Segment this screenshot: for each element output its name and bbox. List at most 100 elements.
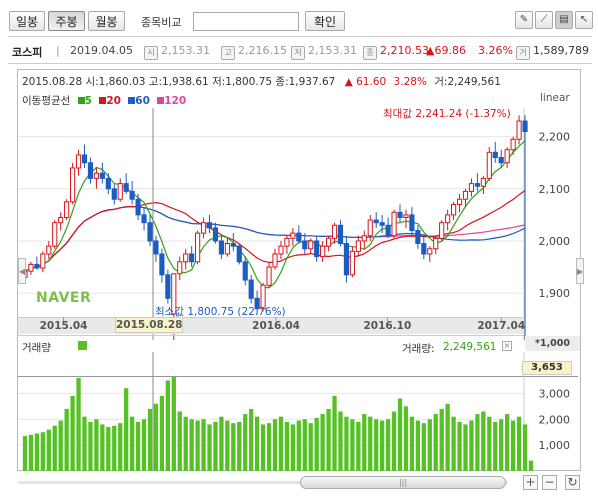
candle-body [236,245,242,263]
volume-bar [499,419,504,471]
confirm-button[interactable]: 확인 [305,11,345,31]
compare-input[interactable] [193,12,299,31]
candle-body [40,253,46,269]
low-icon: 저 [291,46,305,60]
refresh-icon[interactable]: ↻ [565,475,580,490]
candle-body [260,284,266,310]
candle [504,147,510,168]
scrollbar-thumb[interactable]: ||| [300,476,506,489]
candle-body [171,273,177,315]
candle [474,173,480,192]
candle-body [474,183,480,187]
candle-body [403,214,409,218]
volume-bar [421,423,426,471]
volume-bar [332,395,337,471]
candle [379,214,385,234]
candle [492,141,498,163]
pin-icon[interactable]: ✎ [515,11,533,29]
scroll-right-icon[interactable]: ▶ [576,258,584,284]
candle-body [451,203,457,216]
volume-bar [510,420,516,471]
weekly-button[interactable]: 주봉 [48,11,85,31]
volume-bar [183,416,188,471]
line-tool-icon[interactable]: ⟋ [535,11,553,29]
candle-body [409,214,415,232]
candle-body [290,232,296,239]
naver-logo: NAVER [36,290,92,306]
candle-body [206,222,213,229]
candle [486,147,492,181]
ma-legend: 이동평균선 5 20 60 120 [22,93,186,108]
volume-cursor-value: 3,653 [522,361,572,375]
scrollbar[interactable]: ||| [18,474,508,491]
candle-body [248,279,254,299]
candle [433,235,439,254]
candle [165,269,171,304]
candle-body [189,253,195,263]
candle [200,217,207,239]
daily-button[interactable]: 일봉 [9,11,45,31]
candle-body [242,261,248,281]
candle [278,240,284,260]
volume-bar [171,376,176,471]
candle-body [52,222,58,247]
candle-body [331,224,338,239]
candle-body [367,219,373,237]
candle [87,157,94,184]
candle [159,248,165,283]
scale-label[interactable]: linear [540,92,570,104]
candle-body [284,237,290,247]
price-chart[interactable]: 1,900 2,000 2,100 2,200 [18,108,578,340]
volume-bar [231,423,236,471]
candle [284,235,290,254]
candle [421,235,427,260]
volume-bar [296,420,301,471]
candle-body [34,263,40,269]
zoom-in-icon[interactable]: + [523,475,538,490]
candle [468,178,475,197]
volume-bar [415,420,421,471]
candle [296,225,302,244]
monthly-button[interactable]: 월봉 [88,11,125,31]
volume-close-icon[interactable]: × [502,341,512,351]
candle [385,217,391,239]
candle [212,222,219,244]
candle [516,115,522,145]
candle [135,194,141,221]
volume-bar [100,424,105,471]
summary-close: 종 2,210.53 [363,44,429,60]
candle [456,194,463,213]
candle-body [230,243,236,247]
volume-unit: *1,000 [525,336,580,351]
price-y-tick: 2,100 [539,183,571,196]
volume-bar [243,414,248,471]
volume-bar [308,423,313,471]
candle [355,235,361,257]
candle [427,246,433,262]
volume-bar [129,416,135,471]
volume-bar [40,432,45,471]
cursor-icon[interactable]: ↖ [575,11,593,29]
candle [373,212,379,228]
candle [320,240,326,262]
crosshair-icon[interactable]: ▤ [555,11,573,29]
volume-bar [374,419,379,471]
volume-bar [397,398,403,471]
volume-bar [189,419,194,471]
candle-body [58,216,64,224]
candle-body [28,263,34,272]
scroll-left-icon[interactable]: ◀ [18,258,26,284]
candle [331,222,338,244]
candle-body [391,211,397,237]
candle-body [320,245,326,258]
candle-body [504,149,510,164]
volume-chart[interactable]: 1,000 2,000 3,000 [18,352,578,471]
zoom-out-icon[interactable]: − [542,475,557,490]
candle-body [272,253,278,268]
volume-bar [409,416,415,471]
candle-body [46,245,52,255]
ma120-swatch [157,97,165,104]
info-change: ▲ 61.60 [344,76,387,88]
candle-body [135,198,141,216]
volume-bar [195,420,200,471]
